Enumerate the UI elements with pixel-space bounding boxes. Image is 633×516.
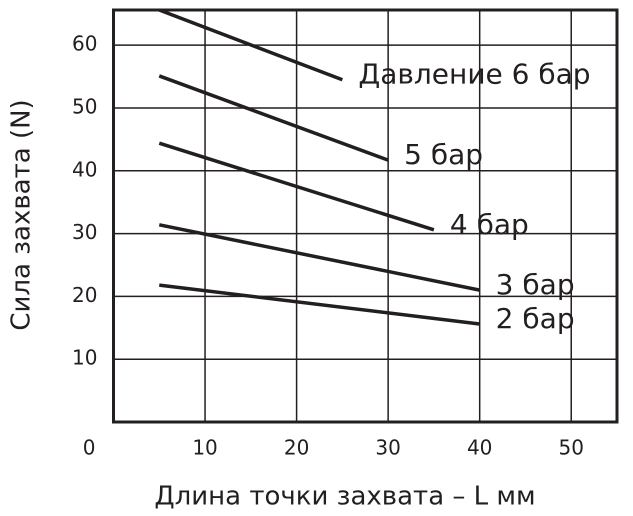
series-line xyxy=(159,283,480,326)
x-tick-label: 10 xyxy=(192,436,217,460)
series-label: Давление 6 бар xyxy=(358,58,590,91)
x-tick-label: 30 xyxy=(375,436,400,460)
plot-frame xyxy=(112,8,619,424)
y-tick-label: 20 xyxy=(72,283,97,307)
series-label: 3 бар xyxy=(496,268,575,301)
series-line xyxy=(158,74,389,162)
x-tick-label: 50 xyxy=(559,436,584,460)
y-tick-label: 50 xyxy=(72,94,97,118)
series-line xyxy=(158,8,343,82)
series-line xyxy=(158,141,435,232)
y-tick-label: 60 xyxy=(72,32,97,56)
x-tick-label: 0 xyxy=(83,436,96,460)
series-label: 4 бар xyxy=(450,208,529,241)
y-axis-title: Сила захвата (N) xyxy=(7,99,37,330)
series-label: 5 бар xyxy=(404,138,483,171)
x-tick-label: 40 xyxy=(467,436,492,460)
y-tick-label: 10 xyxy=(72,346,97,370)
y-tick-label: 40 xyxy=(72,157,97,181)
series-label: 2 бар xyxy=(496,302,575,335)
series-line xyxy=(158,223,481,292)
y-tick-label: 30 xyxy=(72,220,97,244)
x-axis-title: Длина точки захвата – L мм xyxy=(154,482,535,512)
x-tick-label: 20 xyxy=(284,436,309,460)
